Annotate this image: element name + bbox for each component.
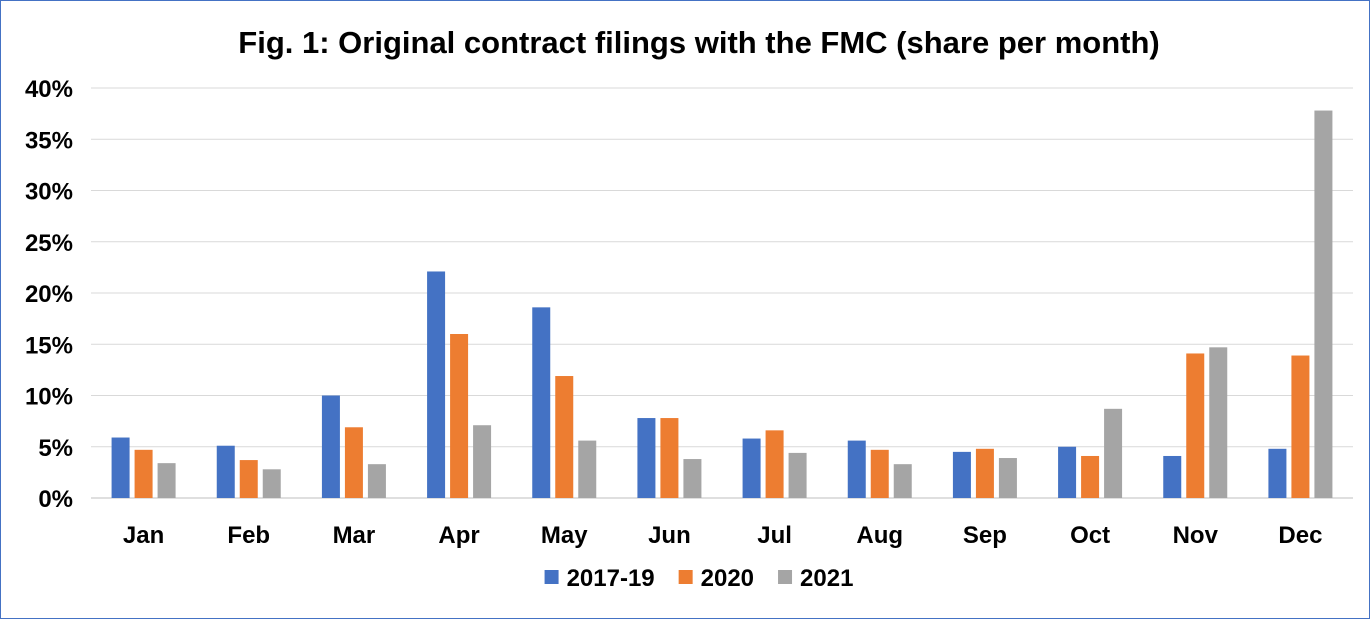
bar-2017-19-Sep: [952, 451, 971, 498]
y-tick-label: 30%: [25, 179, 73, 206]
x-tick-label: Apr: [438, 522, 479, 549]
legend-label: 2021: [800, 565, 853, 592]
x-tick-label: Mar: [333, 522, 376, 549]
legend-item-2020: 2020: [678, 565, 754, 592]
x-tick-label: Oct: [1070, 522, 1110, 549]
bar-2021-Nov: [1209, 347, 1228, 498]
legend: 2017-19 2020 2021: [544, 565, 853, 592]
bar-2017-19-Oct: [1058, 446, 1077, 498]
bar-2020-Apr: [450, 334, 469, 498]
bar-2017-19-Nov: [1163, 455, 1182, 498]
bar-2020-Jan: [134, 449, 153, 498]
bar-2020-Jun: [660, 418, 679, 498]
y-tick-label: 40%: [25, 76, 73, 103]
y-tick-label: 10%: [25, 384, 73, 411]
bar-2021-Jun: [683, 459, 702, 498]
x-tick-label: Dec: [1278, 522, 1322, 549]
x-tick-label: Aug: [856, 522, 903, 549]
bar-2020-May: [555, 376, 574, 498]
legend-label: 2020: [701, 565, 754, 592]
bar-2021-Feb: [262, 469, 281, 498]
bar-2017-19-Jun: [637, 418, 656, 498]
bar-2017-19-Feb: [216, 445, 235, 498]
bars: [111, 110, 1333, 499]
bar-2020-Sep: [975, 448, 994, 498]
bar-2017-19-Dec: [1268, 448, 1287, 498]
bar-2020-Feb: [239, 460, 258, 498]
x-tick-label: May: [541, 522, 588, 549]
bar-2017-19-Apr: [427, 271, 446, 498]
x-tick-label: Feb: [227, 522, 270, 549]
x-tick-label: Jul: [757, 522, 792, 549]
x-tick-label: Jun: [648, 522, 691, 549]
legend-swatch: [678, 570, 693, 584]
bar-2021-Apr: [473, 425, 492, 498]
y-tick-label: 15%: [25, 332, 73, 359]
bar-2017-19-Jan: [111, 437, 130, 498]
y-tick-label: 25%: [25, 230, 73, 257]
bar-2021-Mar: [367, 464, 386, 498]
bar-2020-Jul: [765, 430, 784, 498]
x-tick-label: Sep: [963, 522, 1007, 549]
x-axis: Jan Feb Mar Apr May Jun Jul Aug Sep Oct Nov Dec: [123, 522, 1323, 549]
bar-2021-Jan: [157, 463, 176, 498]
bar-2020-Oct: [1081, 455, 1100, 498]
y-tick-label: 0%: [38, 486, 73, 513]
x-tick-label: Nov: [1173, 522, 1219, 549]
bar-2020-Aug: [870, 449, 889, 498]
bar-2017-19-Aug: [847, 440, 866, 498]
bar-2020-Dec: [1291, 355, 1310, 498]
bar-2020-Nov: [1186, 353, 1205, 498]
y-axis: 0% 5% 10% 15% 20% 25% 30% 35% 40%: [25, 76, 73, 513]
bar-2021-Oct: [1104, 408, 1123, 498]
bar-2017-19-May: [532, 307, 551, 498]
legend-swatch: [778, 570, 793, 584]
bar-2017-19-Mar: [321, 395, 340, 498]
y-tick-label: 5%: [38, 435, 73, 462]
bar-2021-May: [578, 440, 597, 498]
bar-2021-Aug: [893, 464, 912, 498]
legend-swatch: [544, 570, 559, 584]
gridlines: [91, 87, 1353, 499]
legend-item-2017-19: 2017-19: [544, 565, 655, 592]
bar-2021-Sep: [998, 458, 1017, 498]
bar-2021-Jul: [788, 452, 807, 498]
y-tick-label: 35%: [25, 127, 73, 154]
bar-2017-19-Jul: [742, 438, 761, 498]
bar-2020-Mar: [344, 427, 363, 498]
x-tick-label: Jan: [123, 522, 164, 549]
chart-title: Fig. 1: Original contract filings with t…: [238, 25, 1159, 60]
bar-2021-Dec: [1314, 110, 1333, 499]
y-tick-label: 20%: [25, 281, 73, 308]
legend-item-2021: 2021: [778, 565, 853, 592]
legend-label: 2017-19: [567, 565, 655, 592]
